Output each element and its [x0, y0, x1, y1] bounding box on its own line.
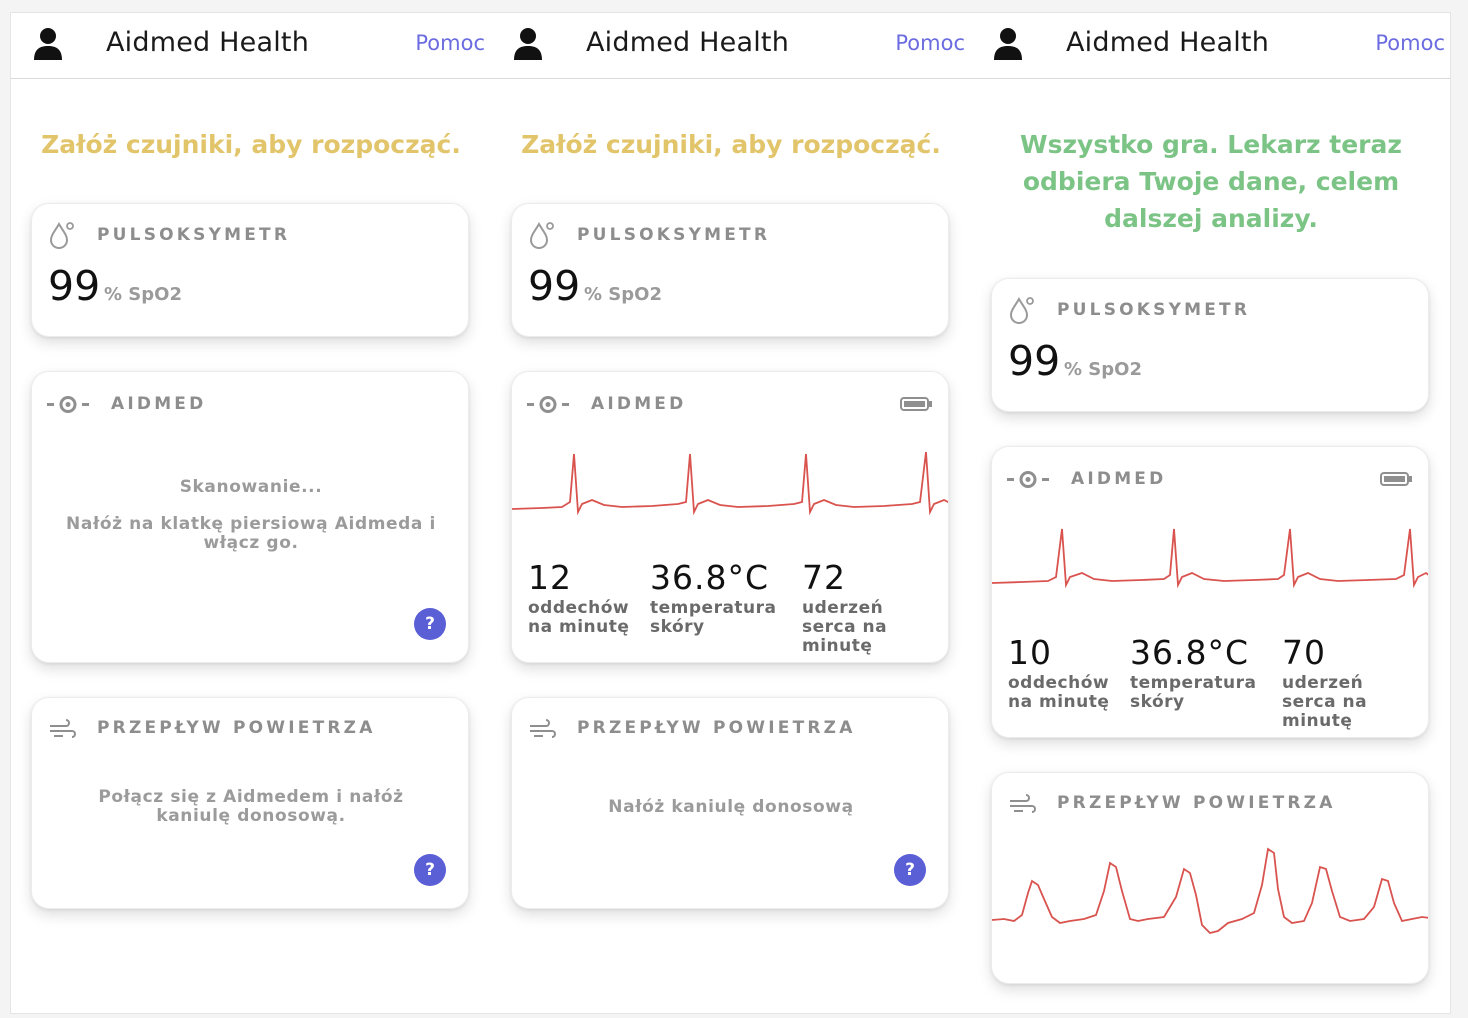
skin-temp-stat: 36.8°C temperatura skóry — [650, 558, 780, 637]
aidmed-label: AIDMED — [1071, 469, 1167, 489]
status-message: Załóż czujniki, aby rozpocząć. — [41, 130, 461, 159]
help-link[interactable]: Pomoc — [895, 31, 965, 55]
breath-rate-value: 12 — [528, 558, 572, 597]
ecg-waveform — [512, 451, 948, 516]
spo2-unit: % SpO2 — [1064, 359, 1142, 380]
status-message: Wszystko gra. Lekarz teraz odbiera Twoje… — [1020, 130, 1402, 233]
scanning-text: Skanowanie... — [179, 477, 323, 497]
spo2-value: 99 — [528, 262, 581, 310]
pulse-oximeter-label: PULSOKSYMETR — [97, 225, 291, 245]
breath-rate-label: oddechów na minutę — [528, 598, 630, 637]
user-icon[interactable] — [33, 27, 63, 61]
battery-icon — [1380, 472, 1412, 486]
heart-rate-value: 72 — [802, 558, 846, 597]
sensor-icon — [1007, 471, 1049, 488]
drop-icon — [49, 221, 74, 250]
skin-temp-label: temperatura skóry — [650, 598, 777, 637]
aidmed-help-button[interactable]: ? — [414, 608, 446, 640]
wind-icon — [530, 719, 556, 738]
pulse-oximeter-card[interactable]: PULSOKSYMETR 99 % SpO2 — [511, 203, 949, 337]
airflow-label: PRZEPŁYW POWIETRZA — [1057, 793, 1336, 813]
pulse-oximeter-label: PULSOKSYMETR — [1057, 300, 1251, 320]
spo2-unit: % SpO2 — [104, 284, 182, 305]
wind-icon — [50, 719, 76, 738]
pulse-oximeter-card[interactable]: PULSOKSYMETR 99 % SpO2 — [31, 203, 469, 337]
spo2-unit: % SpO2 — [584, 284, 662, 305]
spo2-value: 99 — [1008, 337, 1061, 385]
heart-rate-label: uderzeń serca na minutę — [1282, 673, 1368, 731]
aidmed-card[interactable]: AIDMED 10 oddechów na minutę 36.8°C temp… — [991, 446, 1429, 738]
top-bar: Aidmed Health Pomoc — [971, 13, 1450, 79]
user-icon[interactable] — [513, 27, 543, 61]
drop-icon — [529, 221, 554, 250]
screen-1: Aidmed Health Pomoc Załóż czujniki, aby … — [11, 13, 491, 1013]
top-bar: Aidmed Health Pomoc — [11, 13, 491, 79]
airflow-card[interactable]: PRZEPŁYW POWIETRZA — [991, 772, 1429, 984]
aidmed-card[interactable]: AIDMED Skanowanie... Nałóż na klatkę pie… — [31, 371, 469, 663]
skin-temp-stat: 36.8°C temperatura skóry — [1130, 633, 1260, 712]
user-icon[interactable] — [993, 27, 1023, 61]
skin-temp-label: temperatura skóry — [1130, 673, 1257, 712]
screen-2: Aidmed Health Pomoc Załóż czujniki, aby … — [491, 13, 971, 1013]
heart-rate-stat: 72 uderzeń serca na minutę — [802, 558, 942, 656]
airflow-card[interactable]: PRZEPŁYW POWIETRZA Połącz się z Aidmedem… — [31, 697, 469, 909]
ecg-waveform — [992, 528, 1428, 589]
wind-icon — [1010, 794, 1036, 813]
status-message: Załóż czujniki, aby rozpocząć. — [521, 130, 941, 159]
airflow-waveform — [992, 847, 1428, 934]
app-title: Aidmed Health — [1066, 27, 1270, 58]
breath-rate-stat: 12 oddechów na minutę — [528, 558, 638, 637]
airflow-label: PRZEPŁYW POWIETRZA — [97, 718, 376, 738]
help-link[interactable]: Pomoc — [1375, 31, 1445, 55]
airflow-message: Połącz się z Aidmedem i nałóż kaniulę do… — [98, 787, 404, 826]
heart-rate-value: 70 — [1282, 633, 1326, 672]
drop-icon — [1009, 296, 1034, 325]
airflow-help-button[interactable]: ? — [894, 854, 926, 886]
skin-temp-value: 36.8°C — [650, 558, 770, 597]
breath-rate-label: oddechów na minutę — [1008, 673, 1110, 712]
spo2-value: 99 — [48, 262, 101, 310]
screen-3: Aidmed Health Pomoc Wszystko gra. Lekarz… — [971, 13, 1450, 1013]
heart-rate-label: uderzeń serca na minutę — [802, 598, 888, 656]
top-bar: Aidmed Health Pomoc — [491, 13, 971, 79]
pulse-oximeter-label: PULSOKSYMETR — [577, 225, 771, 245]
pulse-oximeter-card[interactable]: PULSOKSYMETR 99 % SpO2 — [991, 278, 1429, 412]
sensor-icon — [47, 396, 89, 413]
app-title: Aidmed Health — [106, 27, 310, 58]
skin-temp-value: 36.8°C — [1130, 633, 1250, 672]
aidmed-label: AIDMED — [111, 394, 207, 414]
heart-rate-stat: 70 uderzeń serca na minutę — [1282, 633, 1422, 731]
battery-icon — [900, 397, 932, 411]
aidmed-card[interactable]: AIDMED 12 oddechów na minutę 36.8°C temp… — [511, 371, 949, 663]
airflow-card[interactable]: PRZEPŁYW POWIETRZA Nałóż kaniulę donosow… — [511, 697, 949, 909]
help-link[interactable]: Pomoc — [415, 31, 485, 55]
airflow-message: Nałóż kaniulę donosową — [608, 797, 854, 817]
aidmed-label: AIDMED — [591, 394, 687, 414]
airflow-help-button[interactable]: ? — [414, 854, 446, 886]
app-frame: Aidmed Health Pomoc Załóż czujniki, aby … — [10, 12, 1451, 1014]
breath-rate-value: 10 — [1008, 633, 1052, 672]
breath-rate-stat: 10 oddechów na minutę — [1008, 633, 1118, 712]
app-title: Aidmed Health — [586, 27, 790, 58]
aidmed-instruction: Nałóż na klatkę piersiową Aidmeda i włąc… — [66, 514, 436, 553]
airflow-label: PRZEPŁYW POWIETRZA — [577, 718, 856, 738]
sensor-icon — [527, 396, 569, 413]
